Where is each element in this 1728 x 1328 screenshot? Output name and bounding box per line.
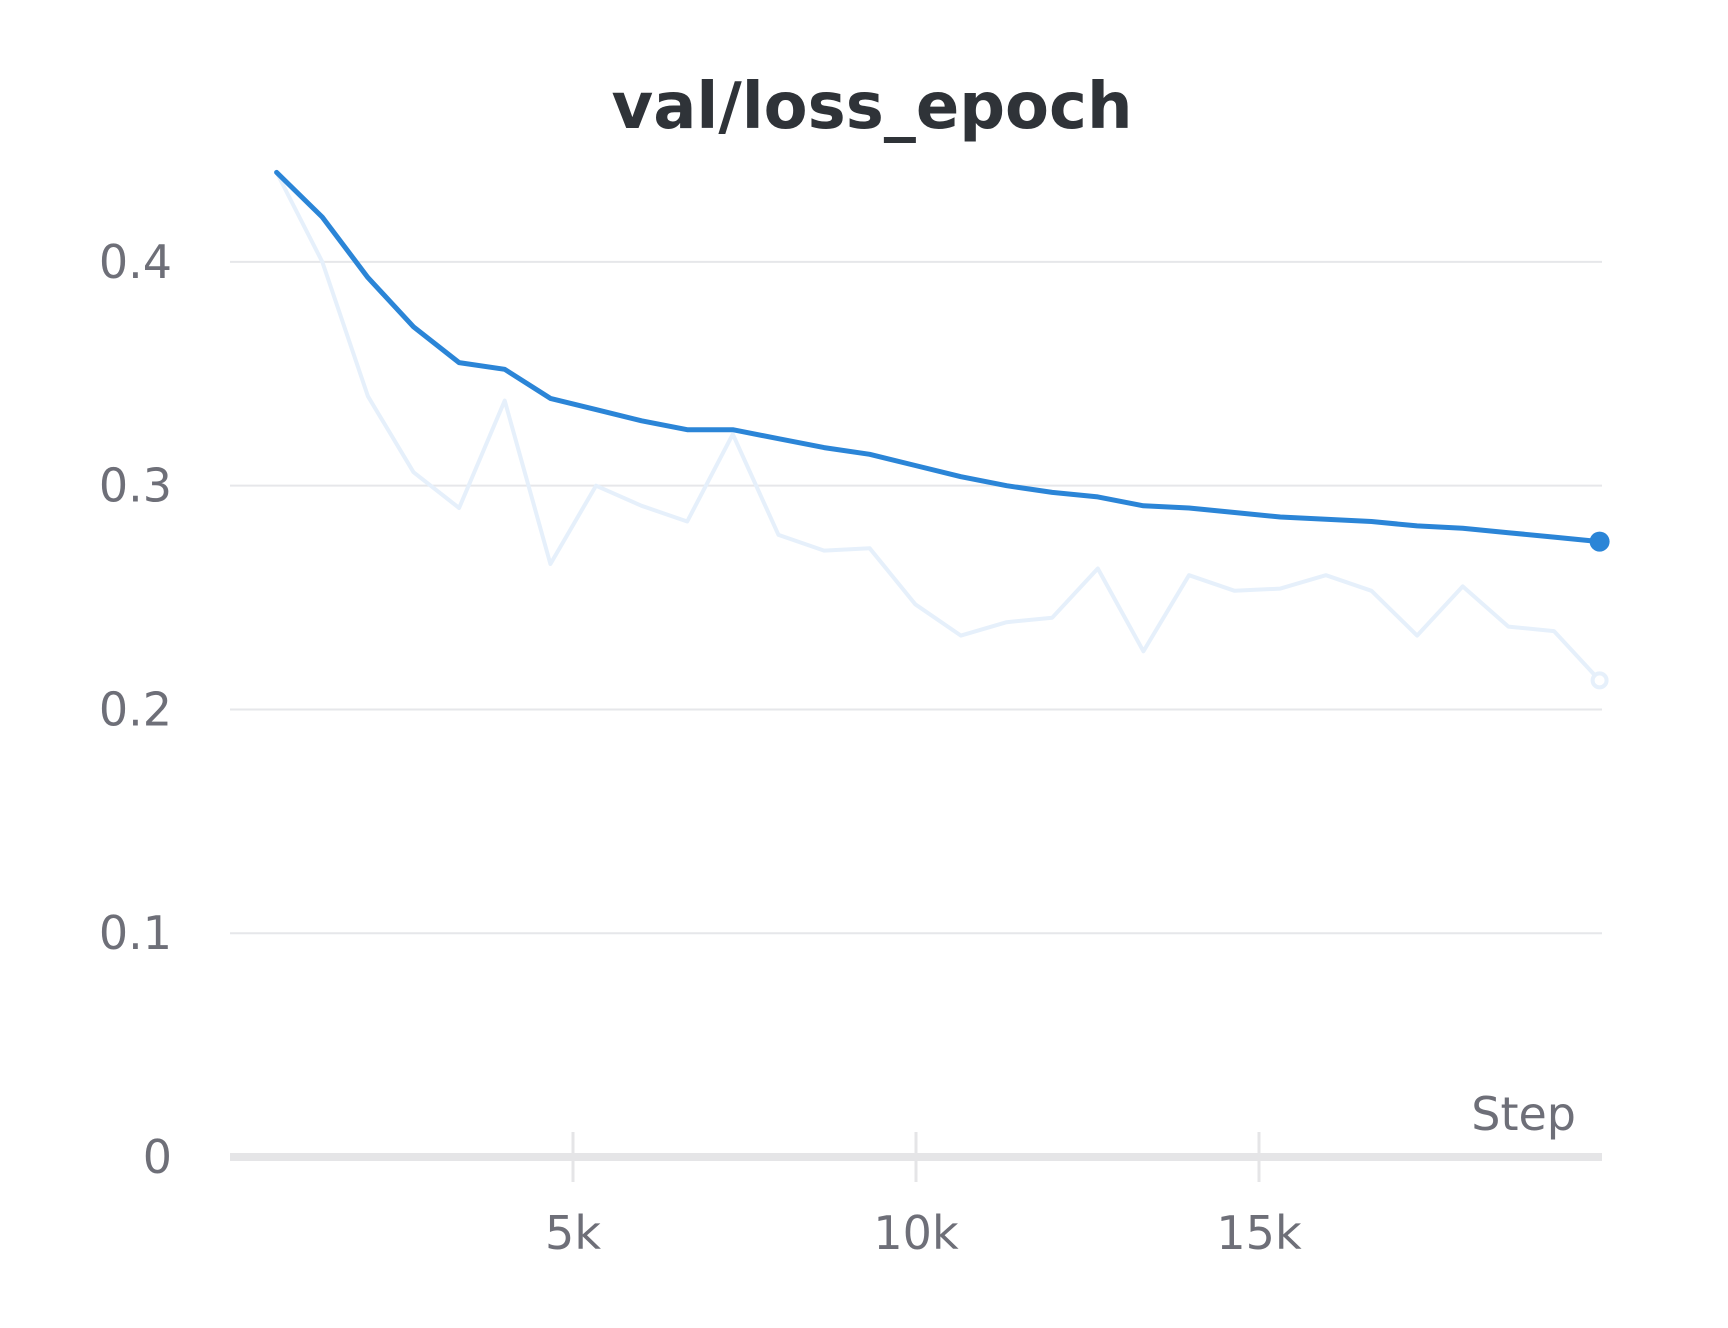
x-tick-label: 10k bbox=[873, 1206, 959, 1260]
chart-title: val/loss_epoch bbox=[612, 70, 1133, 144]
y-tick-label: 0.3 bbox=[99, 459, 172, 513]
y-tick-label: 0 bbox=[143, 1130, 172, 1184]
y-tick-label: 0.1 bbox=[99, 906, 172, 960]
smoothed-series-line bbox=[274, 169, 1603, 545]
y-tick-label: 0.2 bbox=[99, 682, 172, 736]
y-tick-label: 0.4 bbox=[99, 235, 172, 289]
axis-layer: 0 0.1 0.2 0.3 0.4 5k 10k 15k bbox=[99, 235, 1602, 1260]
raw-series-endpoint bbox=[1590, 671, 1609, 690]
raw-series-line bbox=[274, 170, 1602, 683]
smoothed-series-endpoint bbox=[1589, 531, 1610, 552]
grid-layer bbox=[230, 260, 1602, 935]
x-axis-label: Step bbox=[1471, 1087, 1576, 1141]
x-tick-label: 5k bbox=[545, 1206, 601, 1260]
series-layer bbox=[274, 169, 1610, 690]
x-tick-label: 15k bbox=[1216, 1206, 1302, 1260]
